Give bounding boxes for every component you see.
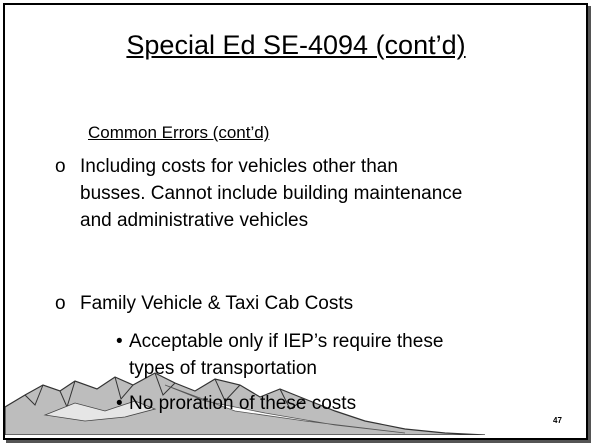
bullet-marker: o xyxy=(55,294,66,313)
bullet-text: Including costs for vehicles other than xyxy=(80,157,398,176)
slide-number: 47 xyxy=(553,417,562,425)
slide-title: Special Ed SE-4094 (cont’d) xyxy=(0,32,592,59)
sub-bullet-text: Acceptable only if IEP’s require these xyxy=(129,332,443,351)
subtitle: Common Errors (cont’d) xyxy=(88,124,269,141)
sub-bullet-marker: • xyxy=(116,394,123,413)
sub-bullet-text: No proration of these costs xyxy=(129,394,356,413)
bullet-text: Family Vehicle & Taxi Cab Costs xyxy=(80,294,353,313)
bullet-marker: o xyxy=(55,157,66,176)
bullet-text: busses. Cannot include building maintena… xyxy=(80,184,462,203)
sub-bullet-marker: • xyxy=(116,332,123,351)
bullet-text: and administrative vehicles xyxy=(80,211,308,230)
slide: Special Ed SE-4094 (cont’d) Common Error… xyxy=(0,0,592,445)
sub-bullet-text: types of transportation xyxy=(129,359,317,378)
